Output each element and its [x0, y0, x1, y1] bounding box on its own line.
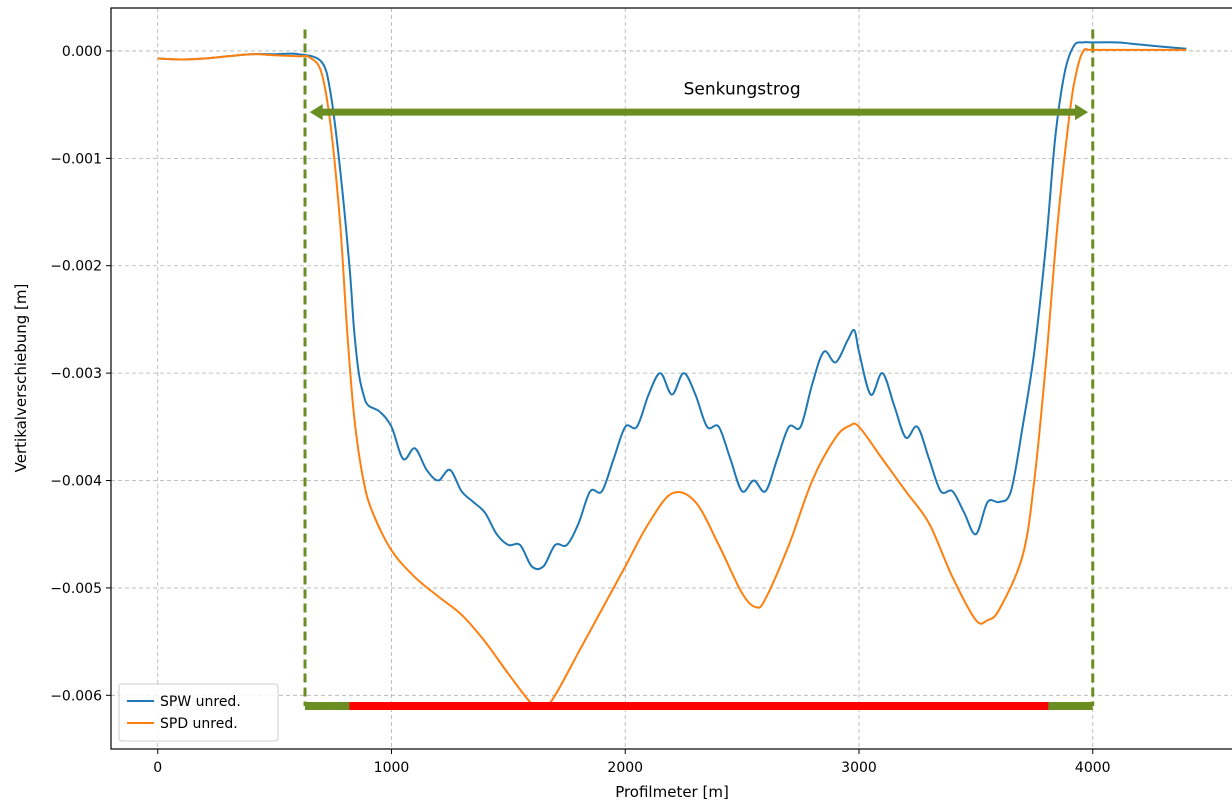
x-tick-label: 4000 — [1075, 760, 1111, 776]
arrow-head-left — [309, 104, 323, 121]
x-axis-label: Profilmeter [m] — [615, 783, 729, 801]
annotation-label: Senkungstrog — [684, 80, 801, 100]
y-tick-label: −0.006 — [50, 688, 102, 704]
legend-entry[interactable]: SPW unred. — [160, 694, 241, 710]
y-tick-label: −0.004 — [50, 474, 102, 490]
y-axis-label: Vertikalverschiebung [m] — [12, 284, 30, 473]
y-tick-label: −0.001 — [50, 151, 102, 167]
series — [157, 41, 1187, 710]
series-line-spw — [157, 41, 1187, 571]
x-tick-label: 2000 — [607, 760, 643, 776]
y-tick-label: −0.005 — [50, 581, 102, 597]
legend-entry[interactable]: SPD unred. — [160, 716, 238, 732]
annotations-back — [303, 29, 1095, 707]
y-tick-label: −0.003 — [50, 366, 102, 382]
legend-box — [118, 683, 279, 742]
x-tick-label: 0 — [153, 760, 162, 776]
plot-area — [111, 8, 1232, 749]
legend[interactable]: SPW unred. SPD unred. — [118, 683, 279, 742]
y-tick-label: 0.000 — [62, 44, 102, 60]
series-line-spd — [157, 48, 1187, 710]
annotations-front: Senkungstrog — [305, 80, 1093, 711]
arrow-head-right — [1075, 104, 1089, 121]
x-tick-label: 1000 — [374, 760, 410, 776]
x-tick-label: 3000 — [841, 760, 877, 776]
plot-frame — [110, 7, 1232, 750]
ticks: 0 1000 2000 3000 4000 0.000 −0.001 −0.002 −0.003… — [50, 44, 1110, 776]
y-tick-label: −0.002 — [50, 259, 102, 275]
